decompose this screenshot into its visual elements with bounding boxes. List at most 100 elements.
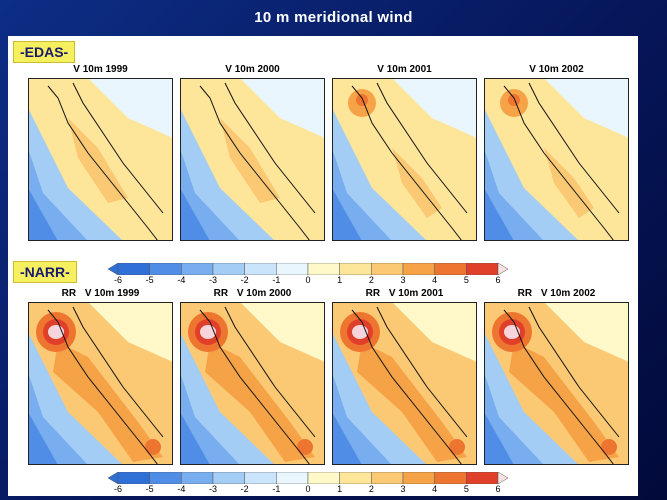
map-title: RR V 10m 2000	[180, 288, 325, 299]
colorbar-tick-label: 5	[463, 275, 469, 285]
coastline-east	[376, 306, 468, 438]
ocean-region-deepest	[180, 188, 210, 241]
map-title-year: 2001	[421, 288, 444, 299]
map-title-prefix: RR	[61, 288, 77, 299]
map-title-prefix: RR	[213, 288, 229, 299]
wind-secondary-max	[145, 439, 161, 455]
colorbar-labels: -6 -5 -4 -3 -2 -1 0 1 2 3 4 5 6	[108, 484, 508, 496]
map-title: V 10m 2002	[484, 64, 629, 75]
colorbar-tick-label: 3	[400, 275, 406, 285]
map-frame	[180, 78, 325, 241]
coastline-east	[528, 306, 620, 438]
colorbar-tick-label: 4	[432, 484, 438, 494]
map-title: V 10m 1999	[28, 64, 173, 75]
wind-field-map	[28, 302, 173, 465]
colorbar-swatch	[117, 263, 150, 275]
map-title-label: V 10m	[377, 64, 407, 75]
colorbar-swatch	[181, 472, 214, 484]
map-title: RR V 10m 1999	[28, 288, 173, 299]
map-title-year: 1999	[105, 64, 128, 75]
map-title-year: 2002	[573, 288, 596, 299]
colorbar-swatches	[108, 472, 508, 484]
map-frame	[28, 302, 173, 465]
colorbar-tick-label: 2	[368, 275, 374, 285]
map-title-year: 2000	[257, 64, 280, 75]
colorbar-edas: -6 -5 -4 -3 -2 -1 0 1 2 3 4 5 6	[108, 263, 508, 287]
colorbar-tick-label: -4	[177, 484, 186, 494]
wind-field-map	[332, 302, 477, 465]
wind-field-map	[484, 302, 629, 465]
gulf-region	[544, 78, 629, 138]
colorbar-swatch	[307, 263, 340, 275]
colorbar-tick-label: 2	[368, 484, 374, 494]
colorbar-swatch	[402, 472, 435, 484]
colorbar-tick-label: 1	[337, 275, 343, 285]
coastline-east	[376, 82, 468, 214]
warm-band	[68, 118, 128, 203]
colorbar-tick-label: -2	[240, 275, 249, 285]
wind-max-inner	[508, 94, 520, 106]
map-title-label: V 10m	[84, 288, 115, 299]
colorbar-tick-label: 3	[400, 484, 406, 494]
map-frame	[484, 78, 629, 241]
map-title-year: 2002	[561, 64, 584, 75]
map-title-prefix: RR	[365, 288, 381, 299]
coastline-west	[47, 85, 159, 241]
colorbar-tick-label: -5	[145, 484, 154, 494]
wind-max-inner	[356, 94, 368, 106]
gulf-region	[88, 78, 173, 138]
wind-secondary-max	[449, 439, 465, 455]
coastline-east	[224, 306, 316, 438]
coastline-west	[503, 85, 615, 241]
colorbar-tick-label: -3	[208, 275, 218, 285]
wind-field-map	[180, 78, 325, 241]
colorbar-tick-label: 6	[495, 275, 501, 285]
colorbar-swatch	[434, 472, 467, 484]
edas-map-2001: V 10m 2001	[332, 64, 477, 241]
colorbar-swatch	[339, 472, 372, 484]
colorbar-swatch	[371, 263, 404, 275]
colorbar-swatch	[276, 472, 309, 484]
colorbar-tick-label: 0	[305, 484, 311, 494]
narr-map-1999: RR V 10m 1999	[28, 288, 173, 465]
coastline-east	[528, 82, 620, 214]
ocean-region-deepest	[484, 188, 514, 241]
colorbar-swatch	[244, 263, 277, 275]
colorbar-swatch	[466, 263, 499, 275]
colorbar-narr: -6 -5 -4 -3 -2 -1 0 1 2 3 4 5 6	[108, 472, 508, 496]
coastline-east	[72, 306, 164, 438]
colorbar-arrow-high	[497, 263, 508, 275]
map-frame	[332, 78, 477, 241]
edas-label: -EDAS-	[13, 41, 76, 63]
map-title-year: 1999	[117, 288, 140, 299]
colorbar-tick-label: 4	[432, 275, 438, 285]
gulf-region	[240, 78, 325, 138]
colorbar-arrow-low	[108, 472, 119, 484]
colorbar-tick-label: 5	[463, 484, 469, 494]
wind-field-map	[484, 78, 629, 241]
colorbar-swatches	[108, 263, 508, 275]
colorbar-tick-label: -6	[113, 484, 123, 494]
colorbar-tick-label: -4	[177, 275, 186, 285]
colorbar-tick-label: -2	[240, 484, 249, 494]
colorbar-swatch	[276, 263, 309, 275]
colorbar-tick-label: -3	[208, 484, 218, 494]
coastline-west	[503, 309, 615, 465]
ocean-region-deepest	[180, 412, 210, 465]
map-frame	[28, 78, 173, 241]
map-title: RR V 10m 2001	[332, 288, 477, 299]
gulf-region	[88, 302, 173, 362]
colorbar-swatch	[402, 263, 435, 275]
coastline-west	[47, 309, 159, 465]
colorbar-swatch	[434, 263, 467, 275]
colorbar-swatch	[244, 472, 277, 484]
wind-max-core	[504, 325, 520, 339]
map-title-label: V 10m	[73, 64, 103, 75]
map-frame	[180, 302, 325, 465]
colorbar-swatch	[466, 472, 499, 484]
ocean-region-deepest	[28, 412, 58, 465]
narr-map-2000: RR V 10m 2000	[180, 288, 325, 465]
map-title: V 10m 2000	[180, 64, 325, 75]
wind-max-core	[48, 325, 64, 339]
map-title-label: V 10m	[540, 288, 571, 299]
